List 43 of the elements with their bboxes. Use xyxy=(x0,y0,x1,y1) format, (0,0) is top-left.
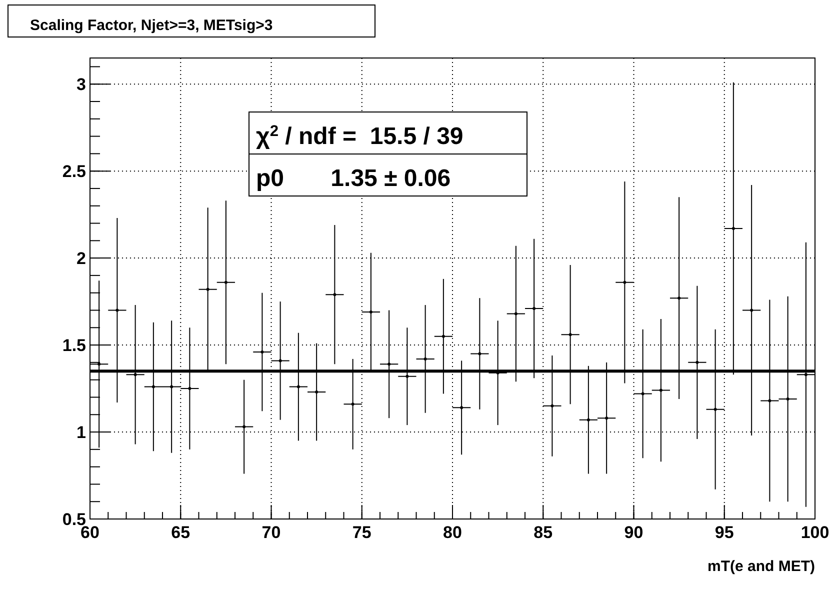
point xyxy=(478,352,482,356)
point xyxy=(786,397,790,400)
x-tick-label: 65 xyxy=(171,523,190,542)
point xyxy=(406,374,409,378)
y-tick-label: 2.5 xyxy=(62,162,86,182)
y-tick-label: 3 xyxy=(76,75,86,94)
annotation: p0 1.35 ± 0.06 xyxy=(256,165,451,192)
point xyxy=(623,280,626,284)
point xyxy=(696,360,699,364)
y-tick-label: 2 xyxy=(76,249,86,268)
point xyxy=(116,308,119,312)
chart-title: Scaling Factor, Njet>=3, METsig>3 xyxy=(30,17,273,34)
point xyxy=(768,399,772,402)
point xyxy=(296,385,300,388)
point xyxy=(750,308,754,312)
point xyxy=(333,293,336,296)
point xyxy=(641,392,644,396)
x-tick-label: 95 xyxy=(714,523,734,542)
point xyxy=(424,357,427,360)
point xyxy=(714,408,717,411)
point xyxy=(659,388,662,392)
annotation: χ$^{2}$ / ndf = 15.5 / 39 xyxy=(256,122,464,150)
x-tick-label: 100 xyxy=(800,523,830,542)
point xyxy=(260,350,264,354)
point xyxy=(134,373,137,376)
point xyxy=(351,402,354,406)
x-tick-label: 75 xyxy=(352,523,372,542)
point xyxy=(278,359,282,362)
y-tick-label: 1.5 xyxy=(62,336,86,356)
point xyxy=(170,385,174,388)
x-tick-label: 70 xyxy=(262,523,281,542)
point xyxy=(568,333,572,336)
point xyxy=(514,312,518,316)
point xyxy=(188,387,192,390)
x-axis-title: mT(e and MET) xyxy=(708,558,815,575)
y-tick-label: 1 xyxy=(76,423,86,442)
point xyxy=(152,385,155,388)
x-tick-label: 80 xyxy=(443,523,462,542)
point xyxy=(242,425,246,428)
x-tick-label: 85 xyxy=(534,523,553,542)
point xyxy=(550,404,554,408)
point xyxy=(206,288,210,291)
x-tick-label: 90 xyxy=(624,523,644,542)
